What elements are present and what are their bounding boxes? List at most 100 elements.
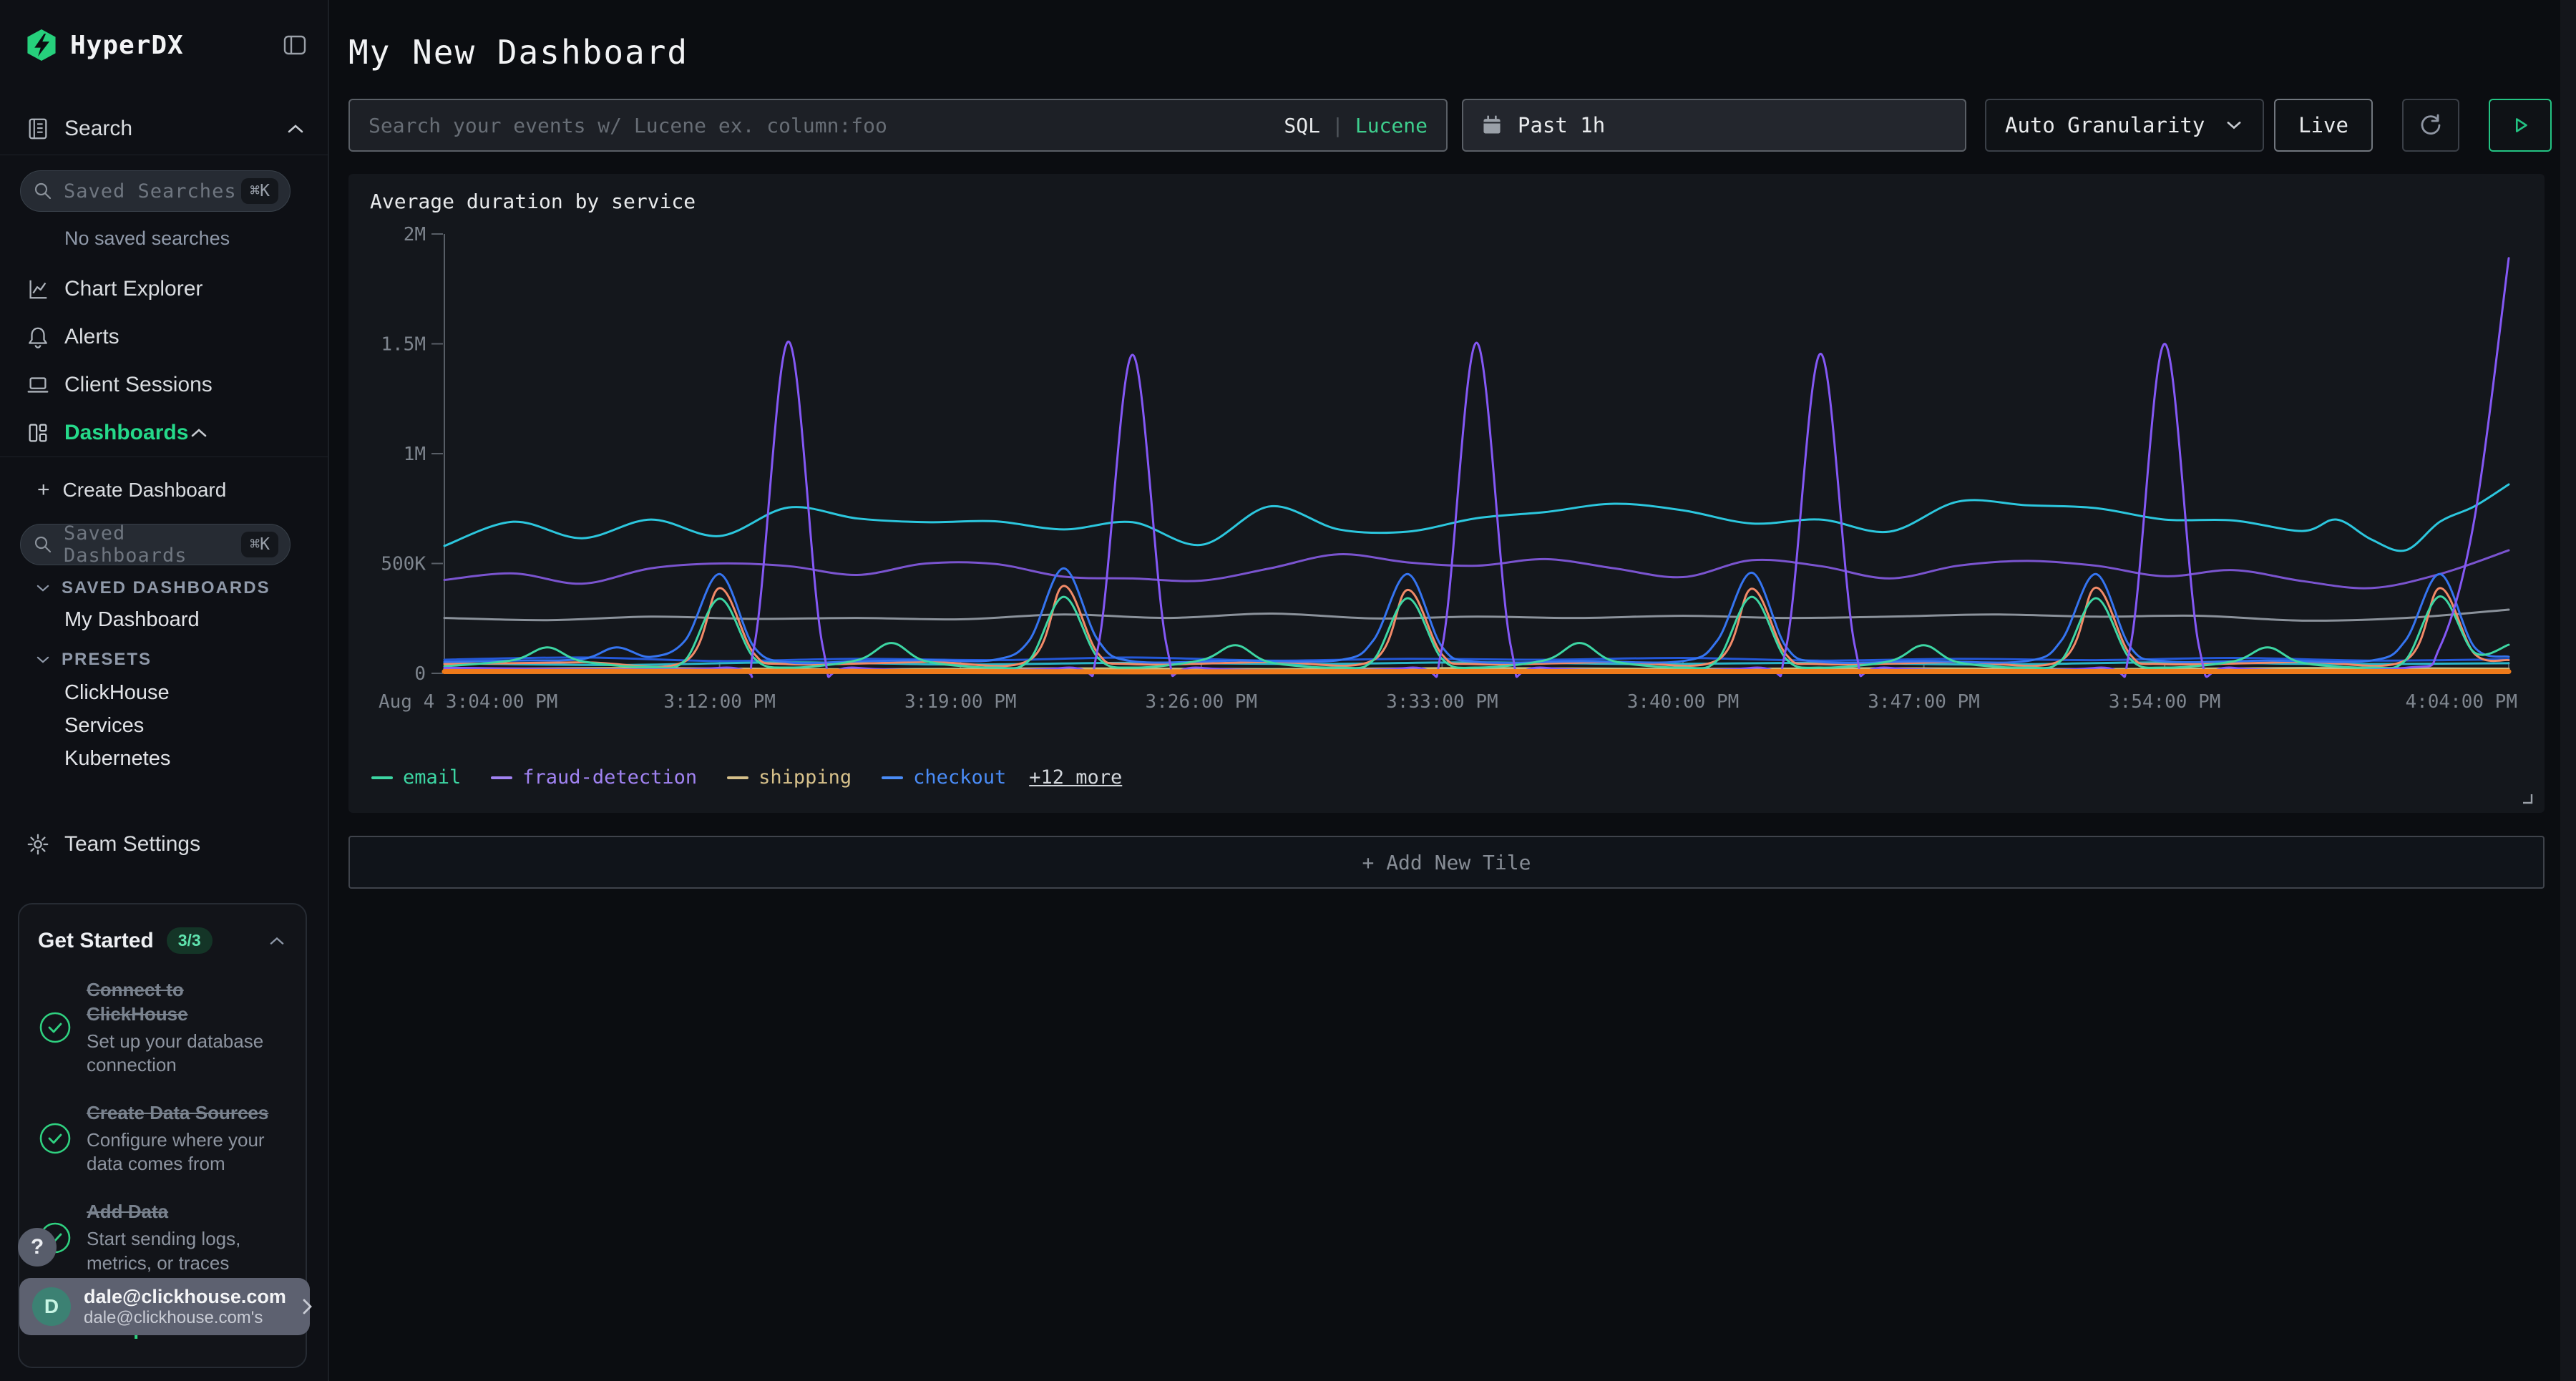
mode-sql-button[interactable]: SQL — [1284, 113, 1320, 137]
svg-text:3:40:00 PM: 3:40:00 PM — [1627, 691, 1740, 713]
gear-icon — [26, 832, 50, 857]
play-icon — [2508, 113, 2532, 137]
series-other-cyan — [443, 483, 2510, 552]
series-email — [443, 595, 2510, 670]
chevron-right-icon — [299, 1295, 315, 1318]
get-started-header[interactable]: Get Started 3/3 — [38, 927, 287, 954]
check-circle-icon — [38, 1010, 72, 1045]
legend-label: shipping — [758, 766, 852, 789]
svg-text:3:33:00 PM: 3:33:00 PM — [1386, 691, 1498, 713]
svg-text:1.5M: 1.5M — [381, 334, 426, 356]
step-title: Add Data — [87, 1201, 169, 1223]
search-icon — [32, 180, 54, 202]
legend-swatch — [882, 776, 904, 779]
legend-item-fraud-detection[interactable]: fraud-detection — [491, 766, 697, 789]
add-new-tile-button[interactable]: + Add New Tile — [348, 836, 2545, 889]
create-dashboard-label: Create Dashboard — [62, 479, 227, 501]
granularity-select[interactable]: Auto Granularity — [1985, 99, 2264, 152]
svg-text:2M: 2M — [404, 224, 426, 245]
sidebar-item-client-sessions[interactable]: Client Sessions — [26, 365, 306, 405]
event-search-placeholder: Search your events w/ Lucene ex. column:… — [369, 113, 887, 137]
sidebar-item-label: Dashboards — [64, 421, 189, 444]
chart-legend: email fraud-detection shipping checkout +12 … — [371, 766, 1122, 789]
section-saved-dashboards[interactable]: SAVED DASHBOARDS — [34, 577, 270, 600]
sidebar-item-team-settings[interactable]: Team Settings — [26, 824, 306, 864]
sidebar-item-dashboards[interactable]: Dashboards — [26, 413, 306, 453]
sidebar-item-label: Client Sessions — [64, 373, 213, 396]
svg-text:3:26:00 PM: 3:26:00 PM — [1146, 691, 1258, 713]
app-title: HyperDX — [70, 30, 184, 60]
chevron-up-icon[interactable] — [267, 935, 287, 947]
svg-text:3:54:00 PM: 3:54:00 PM — [2109, 691, 2221, 713]
search-icon — [32, 534, 54, 555]
help-button[interactable]: ? — [18, 1228, 57, 1267]
get-started-progress-badge: 3/3 — [166, 927, 213, 954]
hyperdx-logo-icon — [26, 28, 57, 62]
get-started-title: Get Started — [38, 928, 154, 952]
legend-more-link[interactable]: +12 more — [1029, 766, 1123, 789]
legend-swatch — [371, 776, 393, 779]
sidebar-item-alerts[interactable]: Alerts — [26, 317, 306, 357]
chevron-up-icon[interactable] — [285, 122, 306, 136]
series-other-salmon — [443, 585, 2510, 668]
legend-item-email[interactable]: email — [371, 766, 461, 789]
live-button[interactable]: Live — [2274, 99, 2373, 152]
sidebar-item-label: Chart Explorer — [64, 277, 203, 301]
legend-item-checkout[interactable]: checkout — [882, 766, 1006, 789]
step-description: Start sending logs, metrics, or traces — [87, 1228, 241, 1274]
refresh-button[interactable] — [2402, 99, 2459, 152]
chart-explorer-icon — [26, 277, 50, 301]
step-description: Set up your database connection — [87, 1030, 264, 1075]
run-query-button[interactable] — [2489, 99, 2552, 152]
logo-row: HyperDX — [26, 21, 309, 69]
tile-resize-handle[interactable] — [2520, 791, 2534, 806]
chevron-down-icon — [34, 654, 52, 665]
svg-text:3:12:00 PM: 3:12:00 PM — [663, 691, 776, 713]
sidebar-collapse-icon[interactable] — [280, 32, 309, 58]
series-other-orange — [441, 668, 2512, 675]
step-title: Create Data Sources — [87, 1102, 269, 1124]
section-presets[interactable]: PRESETS — [34, 648, 152, 671]
bell-icon — [26, 325, 50, 349]
get-started-step-add-data[interactable]: Add Data Start sending logs, metrics, or… — [38, 1200, 287, 1274]
time-range-picker[interactable]: Past 1h — [1462, 99, 1966, 152]
sidebar-section-search[interactable]: Search — [26, 109, 306, 149]
saved-searches-input[interactable]: Saved Searches ⌘K — [20, 170, 291, 212]
preset-kubernetes[interactable]: Kubernetes — [64, 747, 171, 770]
get-started-step-data-sources[interactable]: Create Data Sources Configure where your… — [38, 1101, 287, 1176]
get-started-step-connect[interactable]: Connect to ClickHouse Set up your databa… — [38, 978, 287, 1077]
saved-dashboards-input[interactable]: Saved Dashboards ⌘K — [20, 522, 291, 567]
avatar: D — [32, 1287, 71, 1326]
dashboard-tile-average-duration[interactable]: Average duration by service 0 500K 1M 1.5M 2… — [348, 174, 2545, 813]
legend-label: fraud-detection — [522, 766, 698, 789]
saved-dashboard-my-dashboard[interactable]: My Dashboard — [64, 608, 200, 631]
section-header-label: PRESETS — [62, 650, 152, 669]
legend-label: checkout — [913, 766, 1007, 789]
plus-icon: + — [37, 478, 50, 502]
section-header-label: SAVED DASHBOARDS — [62, 578, 270, 597]
page-title: My New Dashboard — [348, 33, 689, 72]
svg-text:3:19:00 PM: 3:19:00 PM — [904, 691, 1017, 713]
event-search-input[interactable]: Search your events w/ Lucene ex. column:… — [348, 99, 1448, 152]
sidebar-item-label: Alerts — [64, 325, 119, 348]
user-team: dale@clickhouse.com's — [84, 1307, 263, 1327]
preset-clickhouse[interactable]: ClickHouse — [64, 681, 170, 704]
create-dashboard-button[interactable]: + Create Dashboard — [37, 474, 226, 507]
chevron-up-icon[interactable] — [188, 426, 210, 440]
series-other-gray — [443, 608, 2510, 622]
svg-text:4:04:00 PM: 4:04:00 PM — [2405, 691, 2517, 713]
time-range-value: Past 1h — [1518, 113, 1606, 137]
scrollbar-gutter[interactable] — [2560, 0, 2576, 1381]
legend-item-shipping[interactable]: shipping — [727, 766, 852, 789]
mode-lucene-button[interactable]: Lucene — [1355, 113, 1428, 137]
sidebar-item-chart-explorer[interactable]: Chart Explorer — [26, 269, 306, 309]
preset-services[interactable]: Services — [64, 714, 145, 737]
legend-label: email — [403, 766, 462, 789]
laptop-icon — [26, 373, 50, 397]
refresh-icon — [2416, 111, 2445, 140]
shortcut-badge: ⌘K — [241, 178, 278, 204]
user-menu[interactable]: D dale@clickhouse.com dale@clickhouse.co… — [19, 1278, 312, 1335]
svg-text:1M: 1M — [404, 444, 426, 465]
tile-title: Average duration by service — [370, 190, 696, 213]
